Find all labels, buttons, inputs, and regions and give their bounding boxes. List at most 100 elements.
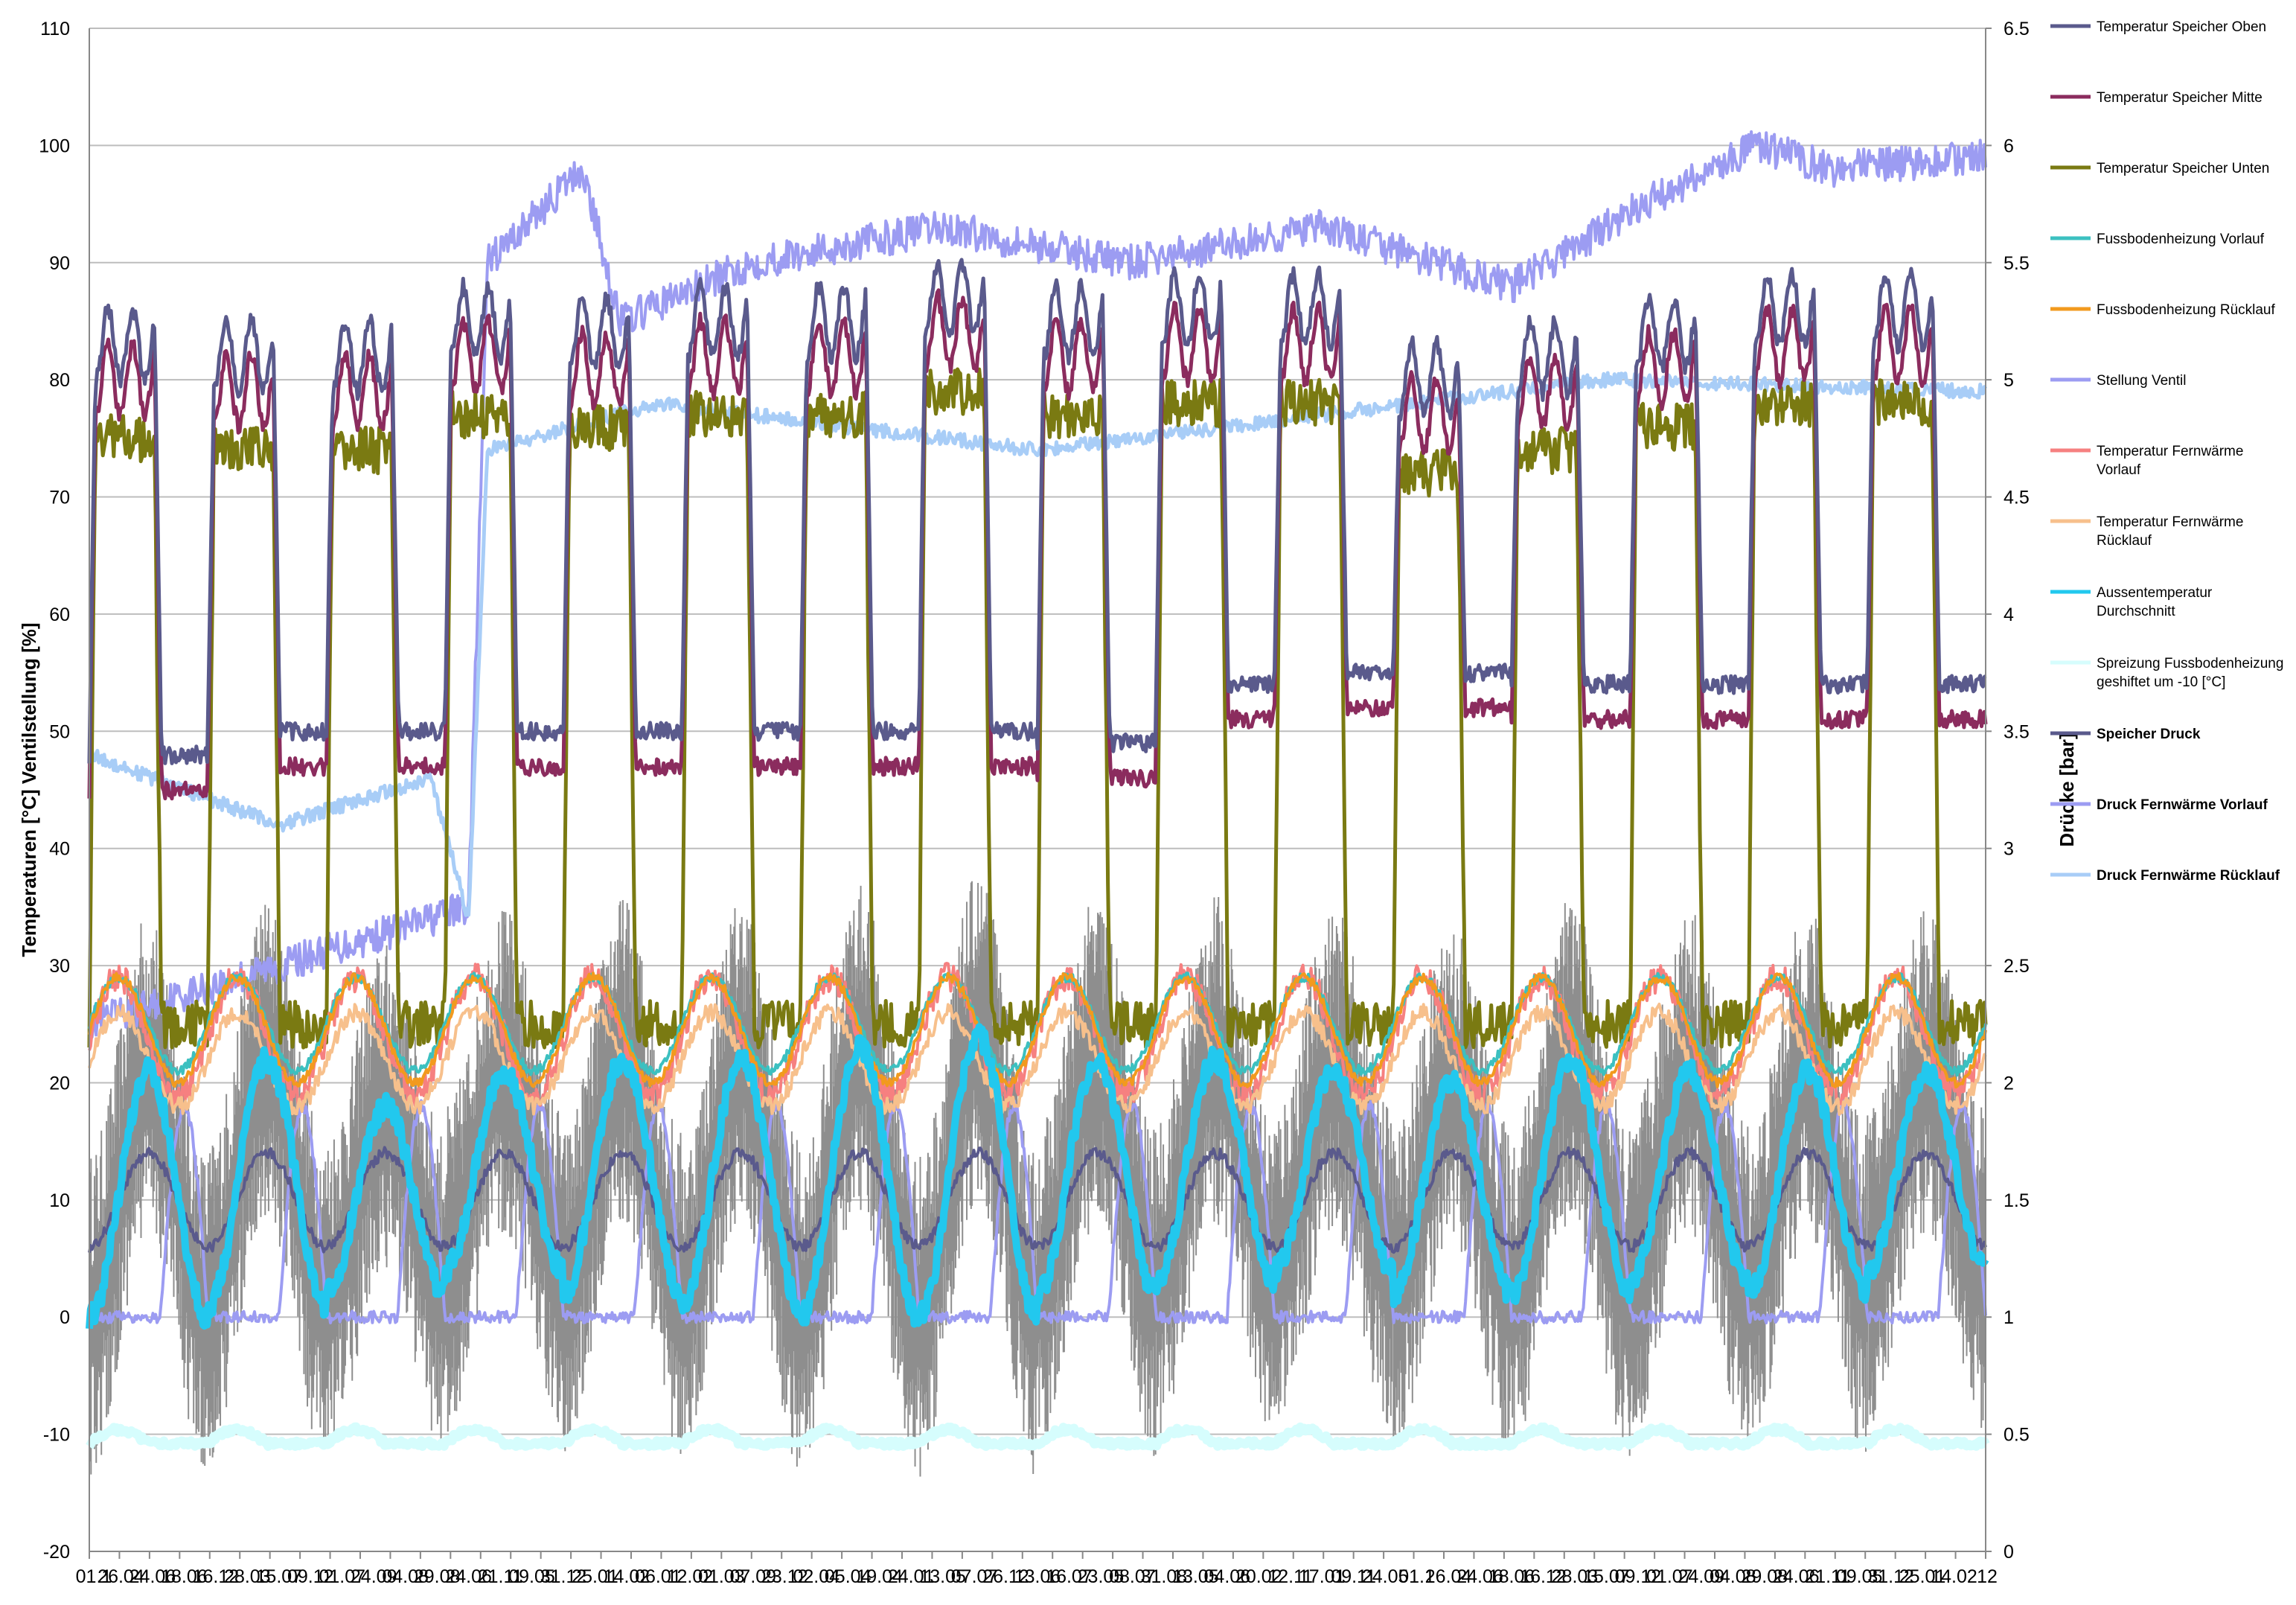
x-tick-label: 24.06 [129,1566,176,1587]
y-left-tick-label: 80 [49,370,70,391]
x-tick-label: 13.06 [1014,1566,1061,1587]
legend-label: Fussbodenheizung Rücklauf [2097,302,2275,318]
x-tick-label: 18.06 [1488,1566,1535,1587]
x-tick-label: 02.04 [793,1566,840,1587]
y-right-tick-label: 5 [2004,370,2014,391]
y-left-tick-label: 0 [60,1307,70,1328]
series-fussbodenheizung-ruecklauf [88,971,1987,1089]
series-aussentemperatur [86,1023,1989,1330]
y-right-tick-label: 1 [2004,1307,2014,1328]
legend-label: Temperatur Fernwärme [2097,514,2243,530]
x-tick-label: 24.05 [1362,1566,1409,1587]
series-temperatur-fernwaerme-vorlauf [88,962,1987,1110]
series-stellung-ventil [88,130,1987,1042]
x-tick-label: 06.01 [635,1566,682,1587]
y-right-tick-label: 3 [2004,839,2014,860]
series-spreizung [86,1422,1990,1452]
legend: Temperatur Speicher Oben Temperatur Speic… [2050,19,2283,884]
x-tick-label: 12.11 [1267,1566,1313,1587]
x-tick-label: 31.12 [540,1566,587,1587]
x-tick-label: 20.02 [1235,1566,1282,1587]
legend-label: Temperatur Speicher Oben [2097,19,2266,35]
x-tick-label: 16.12 [193,1566,240,1587]
y-right-tick-label: 4.5 [2004,488,2030,508]
y-left-tick-label: 60 [49,604,70,625]
y-left-tick-label: 20 [49,1073,70,1094]
x-tick-label: 18.06 [161,1566,208,1587]
x-tick-label: 01.1 [1398,1566,1435,1587]
y-right-tick-label: 3.5 [2004,721,2030,742]
x-tick-label: 15.07 [1583,1566,1630,1587]
y-right-tick-label: 2.5 [2004,956,2030,977]
x-tick-label: 28.03 [1552,1566,1599,1587]
series-temperatur-speicher-mitte [87,288,1988,801]
y-right-tick-label: 1.5 [2004,1190,2030,1211]
x-tick-label: 01.03 [698,1566,745,1587]
x-tick-label: 24.06 [445,1566,492,1587]
legend-label: Temperatur Speicher Unten [2097,161,2269,176]
x-axis-ticks: 01.126.0424.0618.0616.1228.0315.0709.120… [76,1551,1998,1587]
x-tick-label: 23.12 [761,1566,808,1587]
x-tick-label: 29.08 [1741,1566,1788,1587]
x-tick-label: 31.08 [1141,1566,1188,1587]
x-tick-label: 09.12 [287,1566,334,1587]
y-right-tick-label: 2 [2004,1073,2014,1094]
legend-label: Vorlauf [2097,462,2141,478]
legend-label: Spreizung Fussbodenheizung [2097,656,2283,671]
y-right-tick-label: 0 [2004,1542,2014,1563]
x-tick-label: 23.05 [1078,1566,1125,1587]
legend-label: Fussbodenheizung Vorlauf [2097,232,2265,247]
x-tick-label: 04.08 [1710,1566,1756,1587]
y-left-tick-label: 50 [49,721,70,742]
x-tick-label: 24.09 [1678,1566,1725,1587]
x-tick-label: 26.04 [97,1566,144,1587]
x-tick-label: 01.07 [319,1566,365,1587]
x-tick-label: 26.04 [1425,1566,1472,1587]
x-tick-label: 17.01 [1299,1566,1346,1587]
x-tick-label: 24.06 [1773,1566,1820,1587]
x-tick-label: 28.03 [224,1566,271,1587]
x-tick-label: 13.05 [1172,1566,1219,1587]
legend-label: Rücklauf [2097,533,2152,549]
x-tick-label: 24.09 [351,1566,397,1587]
legend-label: Durchschnitt [2097,604,2175,619]
series-layer [86,130,1990,1477]
x-tick-label: 29.08 [414,1566,461,1587]
y-right-tick-label: 6 [2004,135,2014,156]
legend-label: Druck Fernwärme Vorlauf [2097,797,2268,813]
x-tick-label: 09.05 [1836,1566,1883,1587]
y-left-tick-label: 40 [49,839,70,860]
legend-label: Druck Fernwärme Rücklauf [2097,868,2280,884]
series-temperatur-fernwaerme-ruecklauf [88,1002,1987,1116]
x-tick-label: 21.11 [478,1566,523,1587]
y-right-tick-label: 6.5 [2004,19,2030,39]
series-temperatur-speicher-oben [87,258,1987,765]
x-tick-label: 09.12 [1615,1566,1662,1587]
x-tick-label-first: 01.1 [76,1566,112,1587]
y-right-axis-title: Drücke [bar] [2056,733,2078,846]
x-tick-label: 24.06 [1456,1566,1503,1587]
legend-label: geshiftet um -10 [°C] [2097,674,2225,690]
y-right-tick-label: 4 [2004,604,2014,625]
x-tick-label: 01.07 [1646,1566,1693,1587]
legend-label: Aussentemperatur [2097,585,2213,601]
x-tick-label: 05.04 [825,1566,872,1587]
x-tick-label: 25.01 [1899,1566,1946,1587]
x-tick-label: 15.07 [256,1566,303,1587]
x-tick-label: 13.05 [919,1566,966,1587]
x-tick-label: 25.01 [572,1566,618,1587]
x-tick-label: 04.06 [1204,1566,1251,1587]
x-tick-label-last: 12 [1977,1566,1998,1587]
y-left-tick-label: 30 [49,956,70,977]
x-tick-label: 24.01 [888,1566,935,1587]
legend-label: Stellung Ventil [2097,373,2186,389]
y-left-tick-label: 10 [49,1190,70,1211]
y-left-tick-label: -10 [43,1425,70,1446]
legend-label: Temperatur Speicher Mitte [2097,90,2263,106]
x-tick-label: 31.12 [1867,1566,1914,1587]
x-tick-label: 04.08 [382,1566,429,1587]
y-left-tick-label: 70 [49,488,70,508]
legend-label: Temperatur Fernwärme [2097,444,2243,459]
x-tick-label: 07.07 [951,1566,998,1587]
